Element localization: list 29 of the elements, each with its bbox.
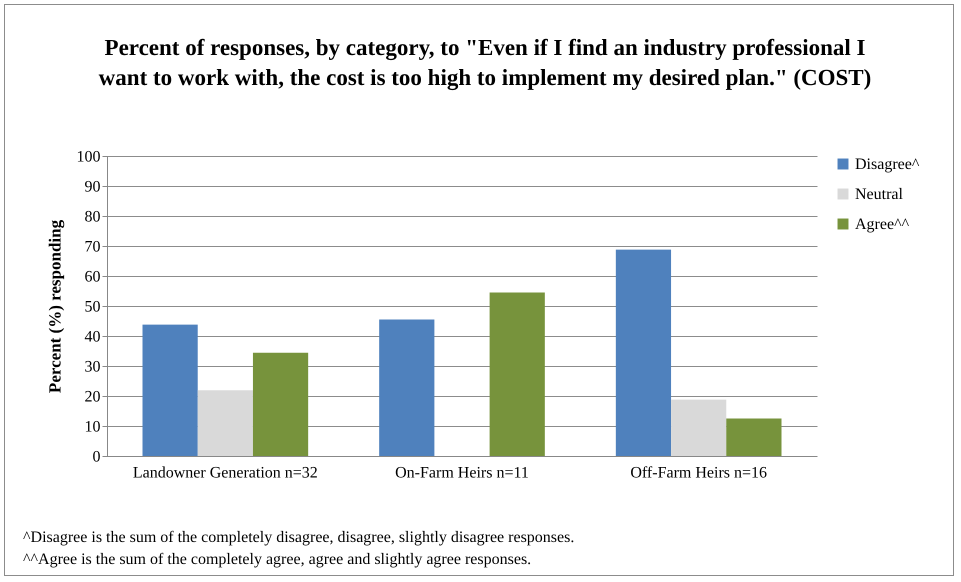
y-tick-label: 0 [92,448,100,466]
legend-label: Agree^^ [855,216,910,233]
y-tick-label: 100 [76,148,100,166]
y-tick-label: 20 [84,388,100,406]
text: ^^Agree is the sum of the completely agree, agree and slightly agree responses. [23,550,532,570]
bar [490,292,545,456]
text: ^Disagree is the sum of the completely disagree, disagree, slightly disagree responses. [23,528,574,548]
x-tick-label: Off-Farm Heirs n=16 [630,464,768,482]
x-tick-label: Landowner Generation n=32 [132,464,318,482]
bar [379,320,434,456]
bar [142,324,198,456]
y-tick-label: 70 [84,238,100,256]
bar [671,400,726,456]
y-tick-label: 10 [84,418,100,436]
y-tick-label: 90 [84,178,100,196]
chart-title: Percent of responses, by category, to "Even if I find an industry professional I want to work with, the cost is too high to implement my desired plan." (COST) [98,34,872,92]
legend-label: Neutral [855,186,904,203]
y-tick-label: 30 [84,358,100,376]
bar [198,390,253,456]
y-tick-label: 80 [84,208,100,226]
y-tick-label: 50 [84,298,100,316]
legend-label: Disagree^ [855,156,920,173]
y-tick-label: 60 [84,268,100,286]
bar [726,418,782,456]
y-tick-label: 40 [84,328,100,346]
bar [252,352,308,456]
bar [616,250,672,456]
x-tick-label: On-Farm Heirs n=11 [395,464,529,482]
y-axis-title: Percent (%) responding [46,219,64,394]
